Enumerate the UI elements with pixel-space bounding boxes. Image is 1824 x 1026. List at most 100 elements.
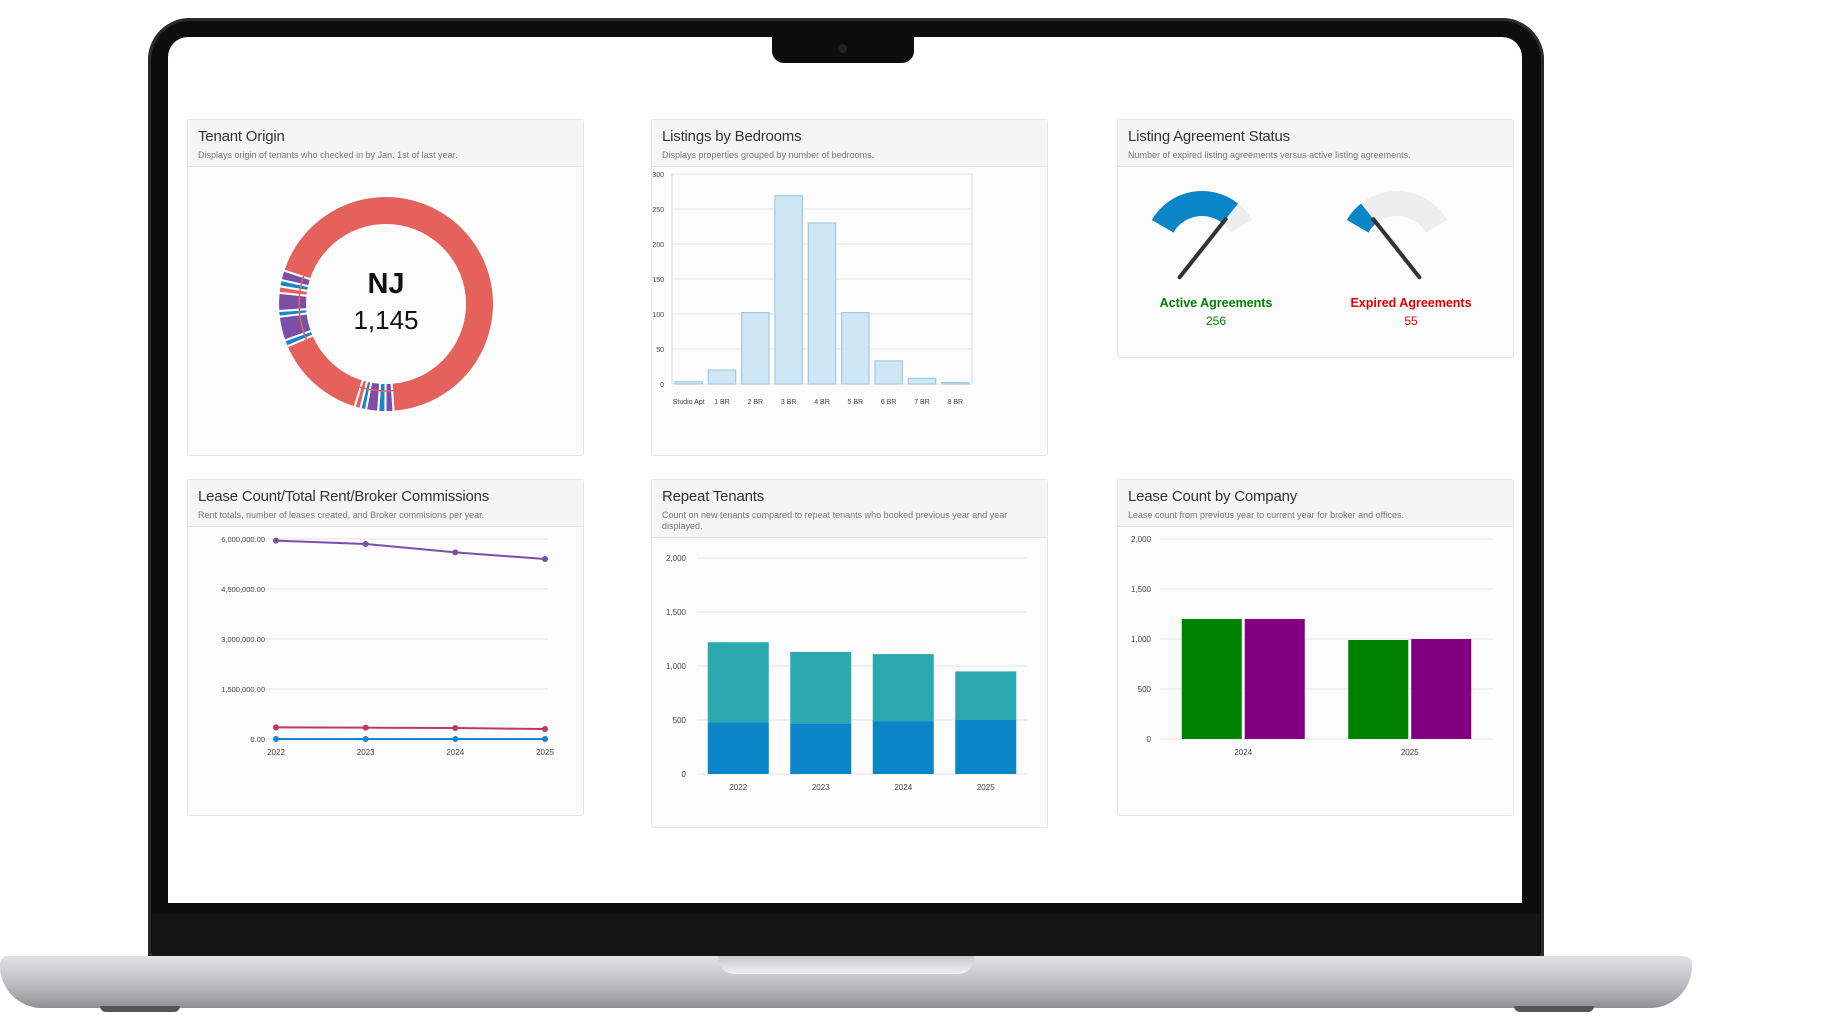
y-tick-label: 100 — [652, 312, 664, 319]
x-tick-label: 1 BR — [714, 399, 730, 406]
x-tick-label: 2022 — [267, 748, 285, 757]
bar-segment[interactable] — [790, 723, 852, 774]
x-tick-label: 2024 — [446, 748, 464, 757]
donut-slice[interactable] — [279, 269, 313, 288]
series-line — [275, 726, 546, 730]
repeat-tenants-stacked-bar-chart[interactable]: 0 500 1,000 1,500 2,000 2022 2023 2024 2025 — [652, 538, 1047, 828]
bar[interactable] — [1244, 619, 1305, 739]
bar[interactable] — [674, 381, 703, 385]
bar-segment[interactable] — [707, 722, 769, 774]
lease-count-by-company-bar-chart[interactable]: 0 500 1,000 1,500 2,000 2024 2025 — [1118, 527, 1513, 817]
bar[interactable] — [874, 360, 903, 385]
bar[interactable] — [807, 222, 837, 385]
bar-segment[interactable] — [872, 721, 934, 774]
data-point[interactable] — [273, 724, 279, 731]
bar[interactable] — [1411, 639, 1472, 739]
y-tick-label: 2,000 — [1131, 535, 1152, 544]
x-tick-label: 2025 — [536, 748, 554, 757]
laptop-foot-left — [100, 1006, 180, 1012]
y-tick-label: 6,000,000.00 — [221, 535, 265, 544]
card-subtitle: Count on new tenants compared to repeat … — [662, 510, 1008, 531]
x-tick-label: 2023 — [812, 783, 830, 792]
donut-slice-nj[interactable] — [282, 195, 495, 413]
y-tick-label: 1,500 — [666, 608, 687, 617]
laptop-chin — [152, 914, 1540, 956]
donut-slice[interactable] — [285, 333, 365, 409]
bar[interactable] — [1181, 619, 1242, 739]
x-tick-label: 2024 — [1234, 748, 1252, 757]
bar[interactable] — [707, 369, 737, 385]
y-tick-label: 1,000 — [666, 662, 687, 671]
donut-inner-ring — [298, 216, 474, 392]
bar[interactable] — [1348, 640, 1409, 739]
data-point[interactable] — [362, 541, 369, 547]
x-tick-label: 2022 — [729, 783, 747, 792]
card-title: Lease Count by Company — [1128, 488, 1298, 505]
card-header: Tenant Origin Displays origin of tenants… — [188, 120, 583, 167]
card-title: Lease Count/Total Rent/Broker Commission… — [198, 488, 490, 505]
gauge-label: Expired Agreements — [1350, 296, 1471, 310]
card-header: Lease Count/Total Rent/Broker Commission… — [188, 480, 583, 527]
data-point[interactable] — [542, 736, 548, 742]
y-tick-label: 250 — [652, 207, 664, 214]
bar[interactable] — [907, 377, 937, 385]
gauge-needle — [1177, 217, 1228, 280]
bar-segment[interactable] — [790, 651, 852, 724]
series-line — [275, 539, 546, 560]
gauge-label: Active Agreements — [1160, 296, 1273, 310]
x-tick-label: 2 BR — [748, 399, 764, 406]
lease-count-line-chart[interactable]: 0.00 1,500,000.00 3,000,000.00 4,500,000.00… — [188, 527, 583, 817]
data-point[interactable] — [542, 556, 548, 562]
card-title: Listing Agreement Status — [1128, 128, 1290, 145]
card-title: Repeat Tenants — [662, 488, 765, 505]
y-tick-label: 500 — [673, 716, 687, 725]
bar[interactable] — [841, 312, 870, 385]
data-point[interactable] — [273, 736, 279, 742]
card-title: Tenant Origin — [198, 128, 285, 145]
data-point[interactable] — [542, 726, 548, 732]
laptop-lip — [718, 956, 974, 974]
bar[interactable] — [741, 312, 770, 385]
data-point[interactable] — [452, 549, 459, 556]
bar-segment[interactable] — [872, 654, 934, 722]
data-point[interactable] — [273, 537, 279, 544]
repeat-tenants-card: Repeat Tenants Count on new tenants comp… — [651, 479, 1048, 828]
gauge-needle — [1371, 217, 1422, 280]
gauge-fill — [1151, 191, 1239, 233]
x-tick-label: 2025 — [1401, 748, 1419, 757]
lease-count-by-company-card: Lease Count by Company Lease count from … — [1117, 479, 1514, 816]
bar[interactable] — [941, 382, 970, 385]
y-tick-label: 0 — [682, 770, 687, 779]
card-subtitle: Displays origin of tenants who checked i… — [198, 150, 458, 160]
y-tick-label: 3,000,000.00 — [221, 635, 265, 644]
x-tick-label: 7 BR — [914, 399, 930, 406]
y-tick-label: 500 — [1138, 685, 1152, 694]
data-point[interactable] — [362, 736, 369, 742]
listings-bar-chart[interactable]: 0 50 100 150 200 250 300 Studio Apt 1 BR 2 BR 3 BR… — [652, 167, 1047, 457]
tenant-origin-donut-chart[interactable]: NJ 1,145 — [188, 167, 583, 457]
card-subtitle: Number of expired listing agreements ver… — [1128, 150, 1411, 160]
data-point[interactable] — [362, 724, 369, 731]
bar-segment[interactable] — [707, 642, 769, 723]
donut-center-value: 1,145 — [353, 305, 418, 335]
y-tick-label: 0 — [660, 382, 664, 389]
y-tick-label: 1,500,000.00 — [221, 685, 265, 694]
listings-by-bedrooms-card: Listings by Bedrooms Displays properties… — [651, 119, 1048, 456]
x-tick-label: 6 BR — [881, 399, 897, 406]
card-header: Lease Count by Company Lease count from … — [1118, 480, 1513, 527]
y-tick-label: 4,500,000.00 — [221, 585, 265, 594]
y-tick-label: 0.00 — [250, 735, 265, 744]
laptop-foot-right — [1514, 1006, 1594, 1012]
card-header: Listing Agreement Status Number of expir… — [1118, 120, 1513, 167]
card-subtitle: Rent totals, number of leases created, a… — [198, 510, 485, 520]
agreement-gauges[interactable]: Active Agreements 256 Expired Agreements 55 — [1118, 167, 1513, 357]
data-point[interactable] — [452, 725, 459, 731]
x-tick-label: 2025 — [977, 783, 995, 792]
donut-slice[interactable] — [384, 381, 395, 413]
x-tick-label: 2023 — [357, 748, 375, 757]
y-tick-label: 2,000 — [666, 554, 687, 563]
bar-segment[interactable] — [955, 720, 1017, 774]
data-point[interactable] — [452, 736, 459, 742]
bar-segment[interactable] — [955, 671, 1017, 720]
bar[interactable] — [774, 195, 803, 385]
